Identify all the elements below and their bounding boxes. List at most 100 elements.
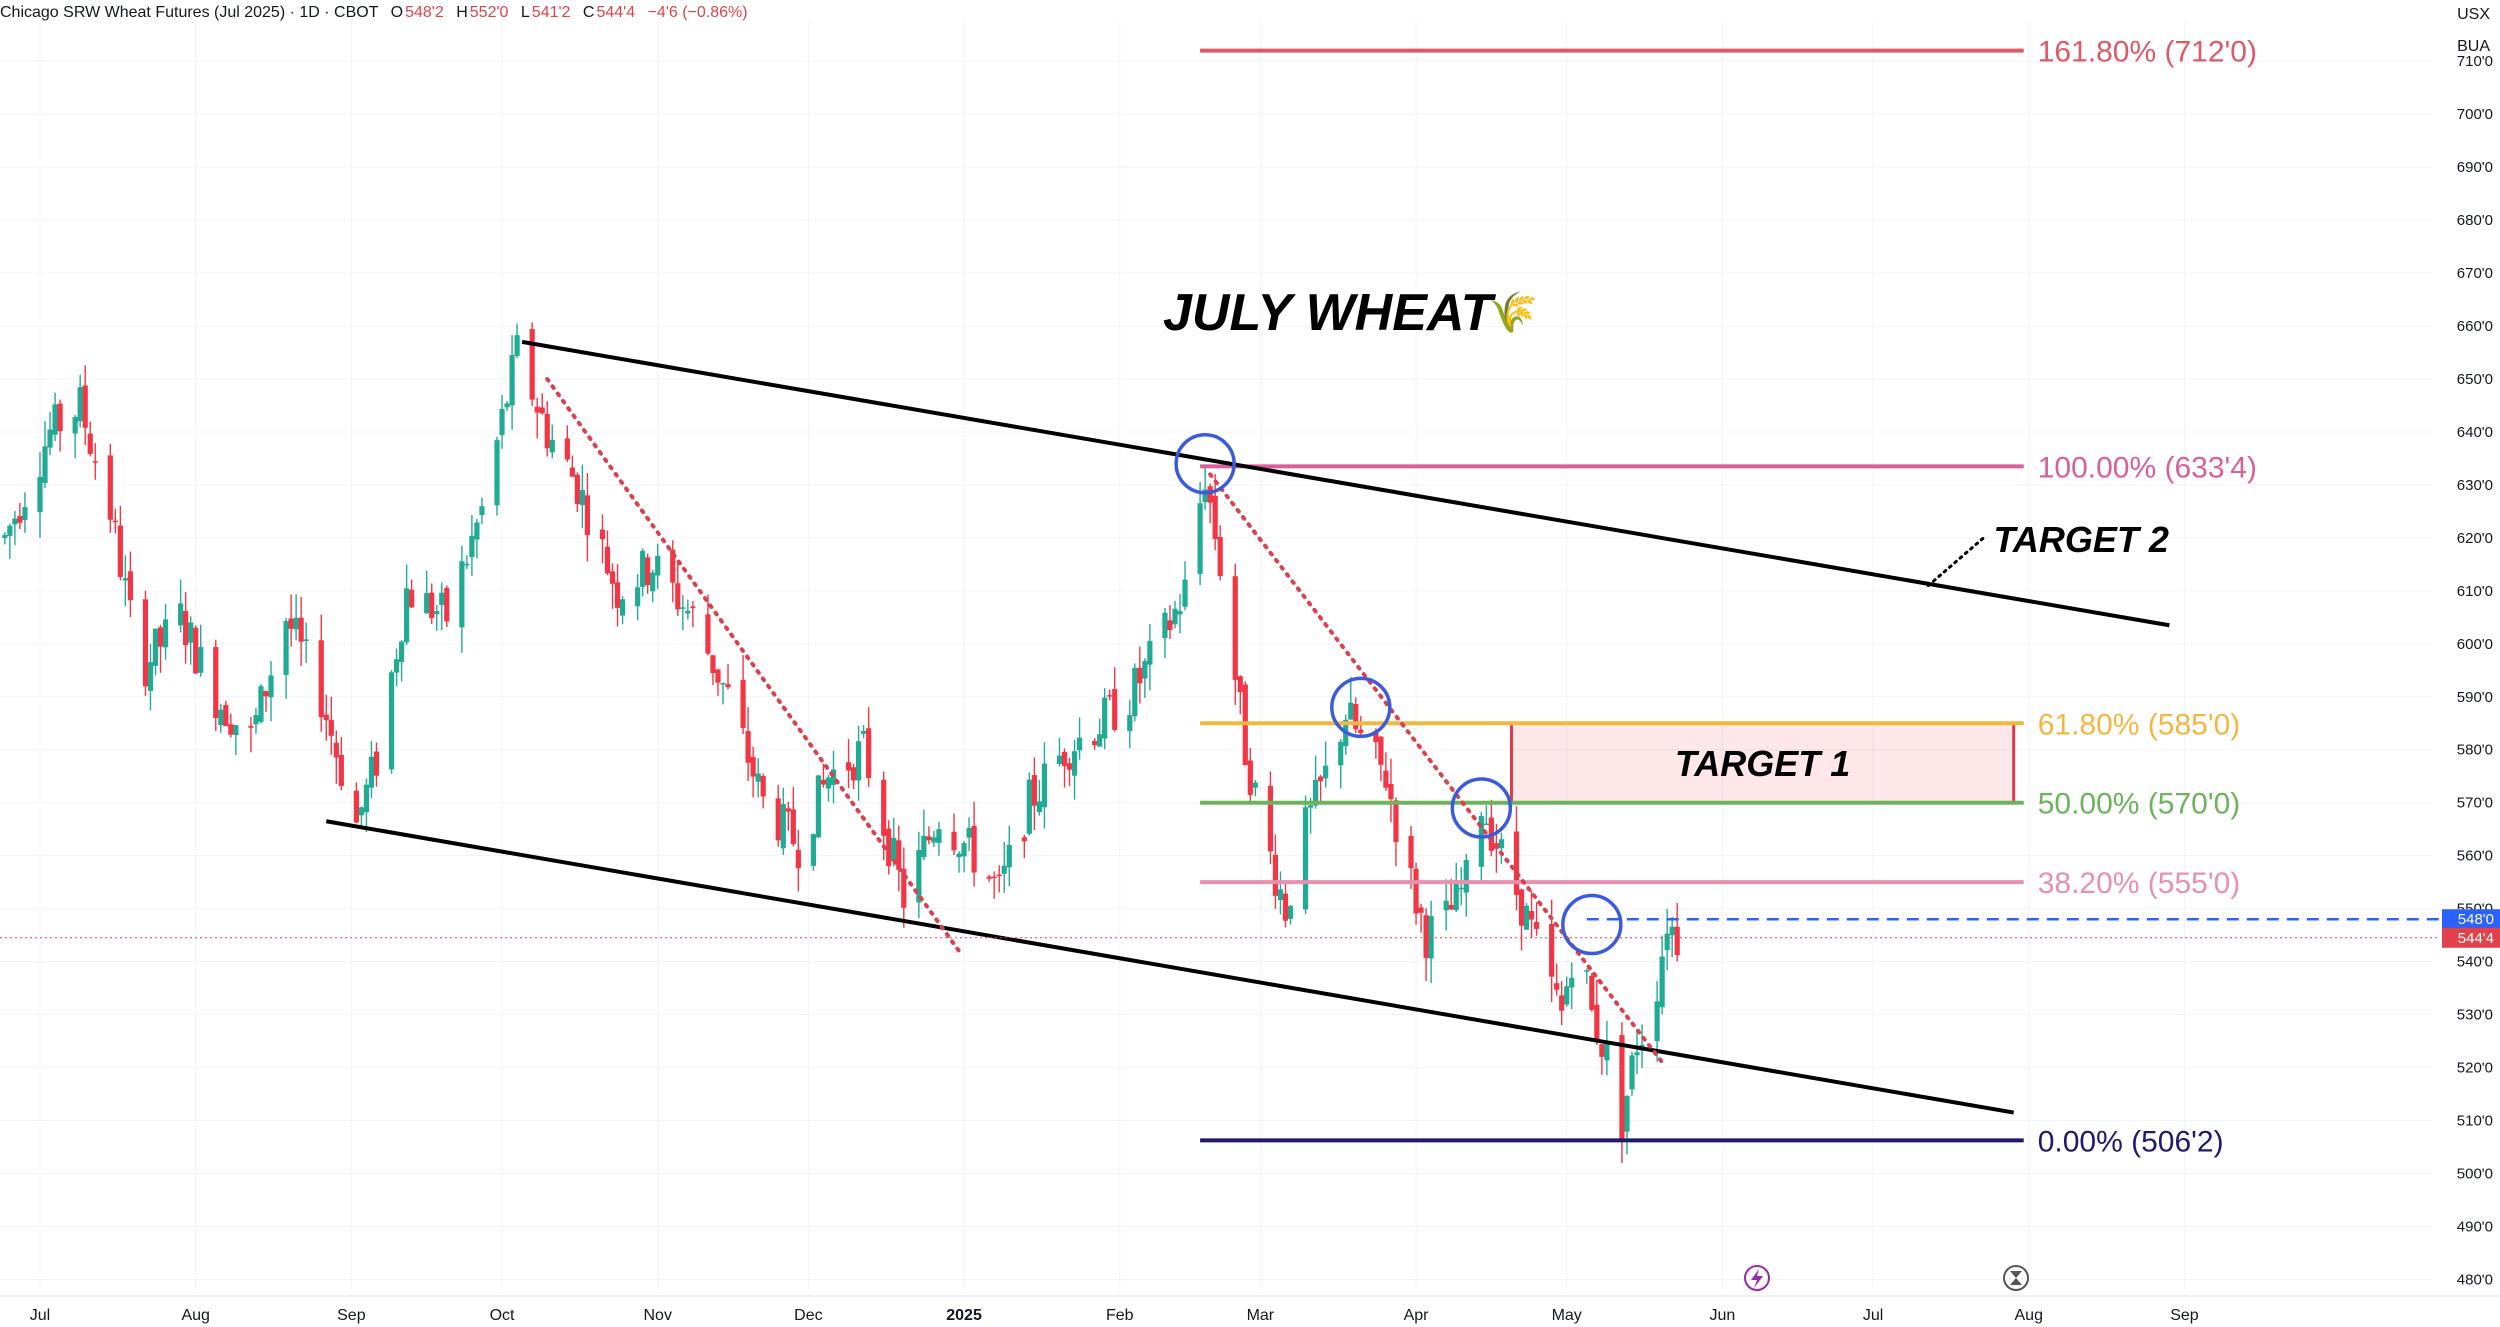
candle-body [152, 628, 159, 666]
candle-body [1097, 734, 1103, 747]
candle-body [1584, 970, 1590, 972]
candle-body [579, 490, 585, 506]
y-tick-label: 690'0 [2457, 159, 2493, 176]
y-tick-label: 600'0 [2457, 636, 2493, 653]
candle-body [188, 622, 194, 643]
candle-body [298, 617, 304, 642]
candle-body [951, 831, 957, 851]
chart-title: JULY WHEAT [1163, 284, 1497, 342]
candle-body [509, 355, 515, 406]
symbol-title: Chicago SRW Wheat Futures (Jul 2025) · 1… [0, 4, 379, 21]
candle-body [745, 731, 751, 763]
candle-body [680, 607, 686, 609]
candle-body [47, 429, 53, 448]
candle-body [820, 779, 827, 785]
y-tick-label: 590'0 [2457, 689, 2493, 706]
candle-body [303, 639, 309, 641]
last-close-tag: 544'4 [2458, 930, 2494, 947]
candle-body [22, 507, 28, 521]
candle-body [931, 837, 937, 843]
candle-body [1353, 703, 1359, 730]
y-tick-label: 630'0 [2457, 477, 2493, 494]
candle-body [795, 849, 801, 869]
candle-body [117, 525, 123, 577]
touch-circle [1330, 676, 1392, 739]
candle-body [1021, 837, 1027, 842]
candle-body [1036, 801, 1042, 813]
target-2-label: TARGET 2 [1994, 519, 2169, 560]
candle-body [1217, 537, 1223, 577]
candle-body [474, 522, 480, 540]
candle-body [1318, 776, 1324, 782]
candle-body [1092, 740, 1098, 745]
candle-body [1599, 1044, 1605, 1057]
candle-body [1202, 489, 1208, 503]
candle-body [1071, 751, 1078, 776]
candle-body [640, 550, 646, 587]
candle-body [183, 610, 189, 646]
candle-body [1443, 900, 1449, 911]
candle-body [198, 646, 204, 673]
candle-body [92, 461, 98, 463]
x-tick-label: Aug [2015, 1307, 2043, 1324]
candle-body [710, 655, 716, 674]
low-value: 541'2 [531, 4, 571, 21]
candle-body [1674, 926, 1680, 956]
hourglass-icon[interactable] [2003, 1265, 2029, 1291]
y-tick-label: 560'0 [2457, 848, 2493, 865]
candle-body [469, 535, 475, 558]
y-tick-label: 650'0 [2457, 371, 2493, 388]
lightning-icon[interactable] [1744, 1265, 1770, 1291]
x-tick-label: Jul [30, 1307, 50, 1324]
candle-body [162, 619, 169, 648]
candle-body [178, 603, 184, 626]
candle-body [750, 756, 756, 777]
candle-body [338, 754, 344, 786]
fib-label: 0.00% (506'2) [2038, 1125, 2224, 1158]
price-axis[interactable]: 480'0490'0500'0510'0520'0530'0540'0550'0… [2442, 53, 2500, 1288]
candle-body [233, 725, 239, 736]
y-tick-label: 660'0 [2457, 318, 2493, 335]
candle-body [1137, 667, 1143, 684]
candle-body [996, 874, 1002, 877]
candle-body [263, 691, 269, 697]
drawings: 161.80% (712'0) 100.00% (633'4) 61.80% (58… [0, 36, 2440, 1158]
candles [2, 322, 1680, 1164]
candle-body [1669, 926, 1675, 936]
x-tick-label: Sep [2170, 1307, 2199, 1324]
currency-subunit[interactable]: BUA [2457, 38, 2490, 55]
touch-circle [1174, 432, 1236, 495]
candle-body [830, 769, 837, 785]
last-close-tag-bg [2442, 927, 2500, 948]
y-tick-label: 490'0 [2457, 1218, 2493, 1235]
candle-body [936, 829, 942, 843]
candle-body [1267, 785, 1274, 852]
candle-body [810, 834, 816, 866]
candle-body [1388, 783, 1394, 800]
candle-body [318, 640, 324, 718]
time-axis[interactable]: Jul Aug Sep Oct Nov Dec 2025 Feb Mar Apr May Jun Jul… [30, 1307, 2199, 1324]
candle-body [780, 804, 786, 849]
candle-body [1448, 904, 1454, 910]
currency-unit[interactable]: USX [2457, 6, 2490, 23]
candle-body [529, 328, 535, 400]
candle-body [82, 385, 88, 428]
target-2-pointer [1926, 536, 1986, 588]
candle-body [544, 413, 550, 449]
candle-body [1393, 800, 1399, 842]
candle-body [52, 404, 58, 435]
candle-body [1423, 915, 1429, 959]
candle-body [1302, 807, 1309, 910]
x-tick-label: Jun [1709, 1307, 1735, 1324]
candle-body [323, 714, 329, 721]
fib-label: 61.80% (585'0) [2038, 708, 2241, 741]
candle-body [670, 549, 676, 583]
candle-body [534, 406, 540, 413]
candle-body [1282, 893, 1289, 921]
candle-body [1619, 1035, 1625, 1140]
candle-body [1307, 805, 1314, 808]
candle-body [1172, 608, 1178, 625]
candle-body [328, 720, 334, 736]
candle-body [1323, 765, 1329, 779]
